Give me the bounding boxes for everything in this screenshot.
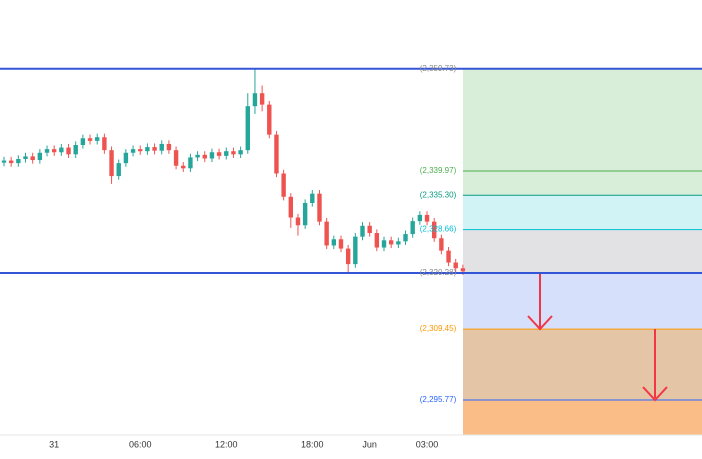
candle-body <box>360 225 365 237</box>
candle-body <box>338 239 344 249</box>
candle-body <box>181 165 186 169</box>
candle-body <box>173 150 179 166</box>
candle-body <box>274 134 279 174</box>
candles <box>1 68 466 275</box>
candle-body <box>166 143 172 151</box>
fib-label: (2,309.45) <box>420 324 457 333</box>
candle-body <box>209 152 215 159</box>
candle-body <box>432 221 437 239</box>
candle-body <box>66 147 71 155</box>
candle-body <box>95 137 100 141</box>
candle-body <box>202 154 207 159</box>
candle-body <box>388 240 394 245</box>
x-tick-label: 18:00 <box>301 439 324 449</box>
fib-zone <box>463 68 702 172</box>
candle-body <box>16 158 21 164</box>
candle-body <box>317 193 322 222</box>
candle-body <box>460 268 466 272</box>
candle-body <box>410 221 415 235</box>
fib-label: (2,335.30) <box>420 190 457 199</box>
candle-body <box>396 241 401 245</box>
candle-body <box>417 214 423 222</box>
candle-body <box>345 248 351 265</box>
candle-body <box>188 157 193 169</box>
candle-body <box>403 234 408 242</box>
candle-body <box>51 149 57 153</box>
candle-body <box>288 196 293 218</box>
fib-label: (2,295.77) <box>420 395 457 404</box>
candle-body <box>281 173 286 197</box>
fib-zone <box>463 329 702 400</box>
candle-body <box>374 233 380 248</box>
candle-body <box>231 151 236 155</box>
candle-body <box>302 203 308 226</box>
fib-zone <box>463 399 702 435</box>
x-axis-labels: 31 06:00 12:00 18:00 Jun 03:00 <box>49 439 438 449</box>
candle-body <box>1 160 7 163</box>
fib-label: (2,339.97) <box>420 166 457 175</box>
candle-body <box>439 238 444 251</box>
arrow-head <box>527 315 553 331</box>
fib-label: (2,359.73) <box>420 64 457 73</box>
arrow-head <box>642 386 668 402</box>
candle-body <box>87 138 93 141</box>
fib-zone <box>463 171 702 196</box>
candle-body <box>37 152 43 161</box>
x-tick-label: Jun <box>362 439 377 449</box>
candle-body <box>424 214 430 222</box>
fib-zone <box>463 229 702 274</box>
candle-body <box>224 151 229 156</box>
candle-body <box>59 147 64 153</box>
candle-body <box>367 225 372 234</box>
x-tick-label: 31 <box>49 439 59 449</box>
candle-body <box>446 250 451 263</box>
candle-body <box>116 163 121 177</box>
candle-body <box>138 149 143 152</box>
candle-body <box>109 150 114 177</box>
fib-zones <box>463 68 702 435</box>
candle-body <box>267 104 272 135</box>
candle-body <box>381 240 387 248</box>
lines <box>0 67 702 401</box>
candle-body <box>324 221 329 246</box>
labels: (2,359.73) (2,339.97) (2,335.30) (2,328.66)… <box>420 64 457 404</box>
candle-body <box>245 106 250 151</box>
candle-body <box>8 160 14 164</box>
candle-body <box>145 147 150 152</box>
candle-body <box>130 149 136 153</box>
candle-body <box>331 239 337 246</box>
candle-body <box>453 262 458 269</box>
candle-body <box>73 145 78 155</box>
candle-body <box>80 138 86 145</box>
x-tick-label: 03:00 <box>416 439 439 449</box>
candle-body <box>159 143 164 151</box>
candle-body <box>238 150 243 155</box>
candle-body <box>295 217 301 226</box>
candle-body <box>123 152 129 164</box>
fib-zone <box>463 273 702 330</box>
candle-body <box>23 156 28 159</box>
candle-body <box>195 154 200 158</box>
candle-body <box>216 152 222 156</box>
candle-body <box>252 93 258 107</box>
x-tick-label: 06:00 <box>129 439 152 449</box>
candle-body <box>44 149 50 153</box>
x-tick-label: 12:00 <box>215 439 238 449</box>
candle-body <box>152 147 157 151</box>
candle-body <box>102 137 107 151</box>
candle-body <box>30 156 35 161</box>
fib-label: (2,328.66) <box>420 225 457 234</box>
fib-label: (2,320.28) <box>420 268 457 277</box>
candle-body <box>353 236 358 265</box>
candle-body <box>259 93 265 105</box>
fib-zone <box>463 195 702 230</box>
candle-body <box>310 193 315 203</box>
